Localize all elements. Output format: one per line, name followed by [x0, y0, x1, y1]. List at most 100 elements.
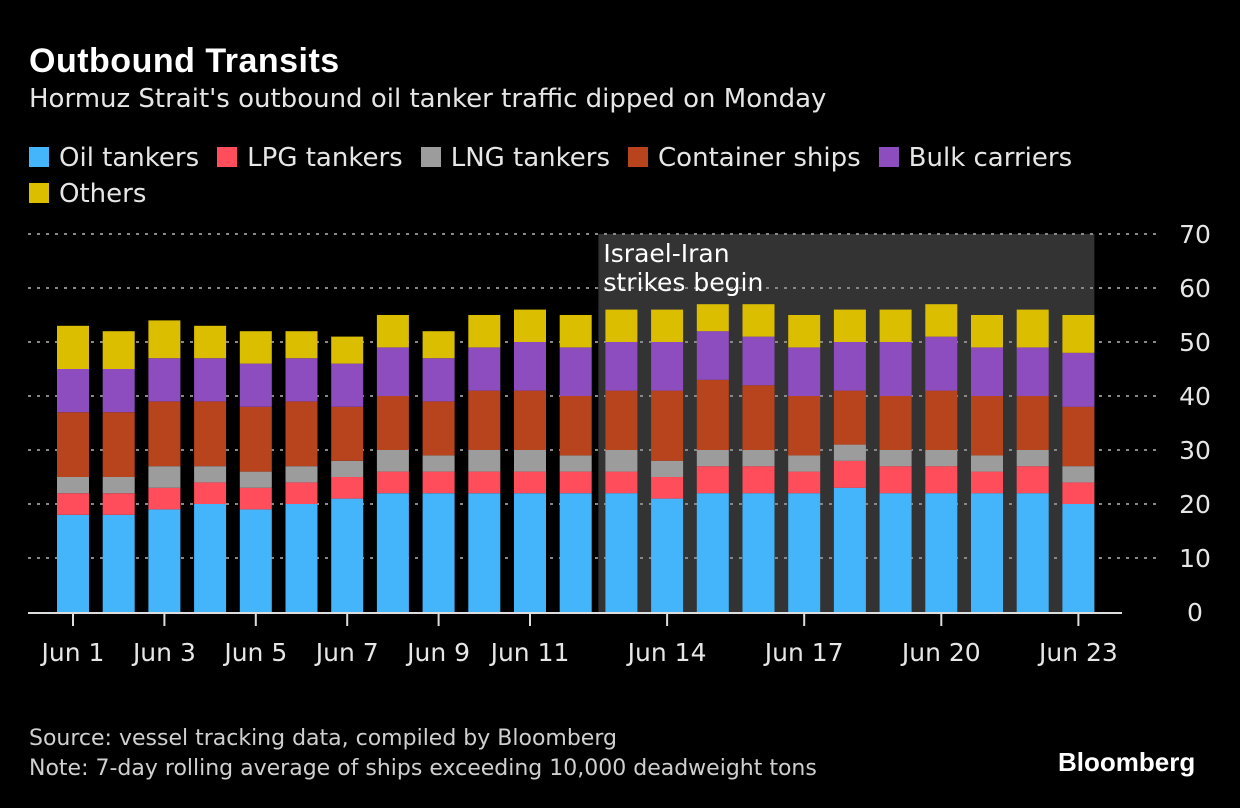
bar-segment-lng-tankers: [925, 450, 958, 467]
x-tick-label: Jun 20: [900, 638, 981, 667]
bar-segment-others: [376, 315, 409, 348]
bar-segment-others: [788, 315, 821, 348]
legend-label: Oil tankers: [59, 143, 200, 173]
x-tick-label: Jun 7: [314, 638, 379, 667]
bar-segment-container-ships: [331, 406, 364, 461]
bar-segment-bulk-carriers: [833, 342, 866, 391]
bar-segment-others: [1016, 309, 1049, 348]
bar-segment-lpg-tankers: [925, 466, 958, 494]
bar-segment-others: [102, 331, 135, 369]
bar-segment-lng-tankers: [331, 460, 364, 477]
bar-segment-lpg-tankers: [1062, 482, 1095, 504]
bar-segment-container-ships: [1062, 406, 1095, 467]
bar-segment-bulk-carriers: [1062, 352, 1095, 407]
bar-segment-container-ships: [559, 396, 592, 456]
bar-segment-bulk-carriers: [331, 363, 364, 407]
chart-title: Outbound Transits: [29, 42, 340, 80]
bar-segment-others: [422, 331, 455, 359]
bar-segment-lng-tankers: [1062, 466, 1095, 483]
bar-segment-container-ships: [742, 385, 775, 450]
bar-segment-oil-tankers: [514, 493, 546, 612]
bar-segment-container-ships: [1016, 396, 1049, 450]
bar-segment-container-ships: [651, 390, 684, 461]
bar-segment-lpg-tankers: [651, 477, 684, 499]
bar-segment-oil-tankers: [879, 493, 912, 612]
bar-segment-bulk-carriers: [148, 358, 181, 402]
bar-segment-container-ships: [376, 396, 409, 450]
bar-segment-oil-tankers: [651, 498, 684, 612]
bar-segment-bulk-carriers: [879, 342, 912, 396]
bar-segment-bulk-carriers: [925, 336, 958, 391]
bar-segment-others: [833, 309, 866, 342]
bar-segment-container-ships: [57, 412, 89, 477]
bar-segment-container-ships: [788, 396, 821, 456]
bar-segment-lng-tankers: [239, 471, 272, 488]
bar-segment-oil-tankers: [742, 493, 775, 612]
legend-swatch: [420, 147, 441, 167]
bar-segment-oil-tankers: [239, 509, 272, 612]
bar-segment-lng-tankers: [833, 444, 866, 461]
x-tick-label: Jun 11: [489, 638, 570, 667]
bar-segment-lng-tankers: [879, 450, 912, 467]
x-tick-label: Jun 17: [763, 638, 844, 667]
bar-segment-lng-tankers: [285, 466, 318, 483]
bar-segment-lpg-tankers: [331, 477, 364, 499]
bar-segment-lng-tankers: [148, 466, 181, 488]
bar-segment-bulk-carriers: [285, 358, 318, 402]
bar-segment-bulk-carriers: [605, 342, 638, 391]
legend-label: Others: [59, 179, 147, 209]
bar-segment-bulk-carriers: [422, 358, 455, 402]
bar-segment-lpg-tankers: [376, 471, 409, 494]
legend-swatch: [878, 147, 899, 167]
bar-segment-oil-tankers: [971, 493, 1003, 612]
bar-segment-oil-tankers: [605, 493, 638, 612]
legend-swatch: [29, 183, 49, 203]
bar-segment-oil-tankers: [833, 487, 866, 612]
bar-segment-others: [331, 336, 364, 364]
bar-segment-lpg-tankers: [742, 466, 775, 494]
bar-segment-container-ships: [422, 401, 455, 456]
bar-segment-bulk-carriers: [742, 336, 775, 386]
bloomberg-logo: Bloomberg: [1058, 747, 1196, 777]
bar-segment-others: [514, 309, 546, 342]
bar-segment-container-ships: [148, 401, 181, 467]
annotation-text: Israel-Iran: [603, 239, 729, 268]
bar-segment-bulk-carriers: [376, 347, 409, 396]
bar-segment-bulk-carriers: [971, 347, 1003, 396]
bar-segment-others: [742, 304, 775, 337]
bar-segment-lng-tankers: [468, 450, 501, 472]
legend-label: LNG tankers: [450, 143, 611, 173]
legend-item: Others: [29, 176, 146, 212]
bar-segment-bulk-carriers: [194, 358, 227, 402]
bar-segment-others: [239, 331, 272, 364]
bar-segment-bulk-carriers: [57, 369, 89, 413]
bar-segment-others: [194, 325, 227, 359]
bar-segment-bulk-carriers: [559, 347, 592, 396]
bar-segment-container-ships: [194, 401, 227, 467]
legend-swatch: [29, 147, 49, 167]
bar-segment-oil-tankers: [194, 504, 227, 612]
bar-segment-lng-tankers: [971, 455, 1003, 472]
bar-segment-lng-tankers: [788, 455, 821, 472]
bar-segment-oil-tankers: [422, 493, 455, 612]
y-tick-label: 10: [1179, 544, 1211, 573]
x-tick-label: Jun 5: [222, 638, 287, 667]
x-tick-label: Jun 14: [626, 638, 707, 667]
bar-segment-oil-tankers: [376, 493, 409, 612]
bar-segment-oil-tankers: [148, 509, 181, 612]
bar-segment-lng-tankers: [742, 450, 775, 467]
legend-label: Bulk carriers: [908, 143, 1073, 173]
legend-item: Bulk carriers: [878, 140, 1073, 176]
bar-segment-others: [285, 331, 318, 359]
bar-segment-lpg-tankers: [422, 471, 455, 494]
legend-swatch: [217, 147, 238, 167]
bar-segment-oil-tankers: [788, 493, 821, 612]
bar-segment-lpg-tankers: [696, 466, 729, 494]
legend-label: Container ships: [658, 143, 861, 173]
bar-segment-lpg-tankers: [194, 482, 227, 504]
bar-segment-others: [971, 315, 1003, 348]
legend-item: LPG tankers: [217, 140, 403, 176]
legend-item: LNG tankers: [420, 140, 611, 176]
bar-segment-lpg-tankers: [148, 487, 181, 510]
y-tick-label: 70: [1179, 220, 1211, 249]
